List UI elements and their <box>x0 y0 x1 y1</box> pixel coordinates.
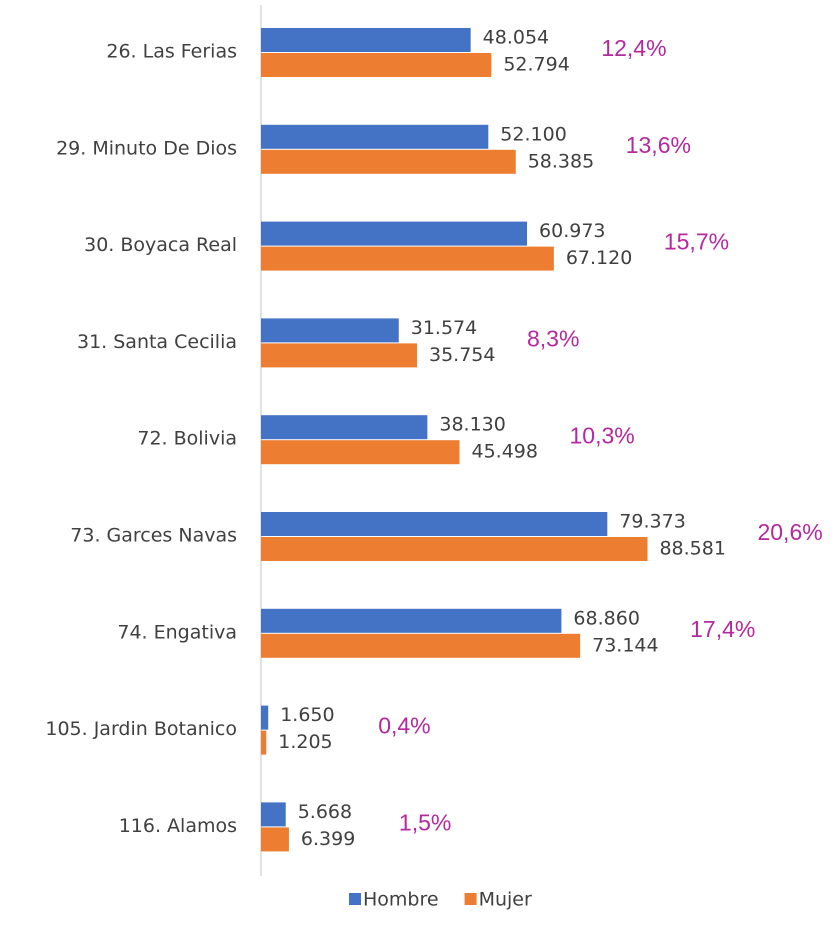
bar <box>261 124 489 149</box>
value-label: 52.794 <box>503 54 569 76</box>
value-label: 58.385 <box>528 150 594 172</box>
bar <box>261 318 399 343</box>
category-label: 73. Garces Navas <box>70 525 237 547</box>
value-label: 6.399 <box>301 828 355 850</box>
legend-swatch <box>349 893 361 905</box>
legend-label: Mujer <box>479 889 532 911</box>
share-label: 10,3% <box>570 422 635 448</box>
value-label: 73.144 <box>592 634 658 656</box>
value-label: 88.581 <box>659 538 725 560</box>
share-label: 12,4% <box>601 35 666 61</box>
value-label: 35.754 <box>429 344 495 366</box>
bar <box>261 149 516 174</box>
legend-swatch <box>464 893 477 905</box>
value-label: 79.373 <box>619 511 685 533</box>
bar <box>261 730 267 755</box>
value-label: 31.574 <box>411 317 477 339</box>
category-label: 105. Jardin Botanico <box>45 718 237 740</box>
bar <box>261 28 471 52</box>
value-label: 45.498 <box>472 441 538 463</box>
value-label: 1.205 <box>278 731 332 753</box>
value-label: 60.973 <box>539 220 605 242</box>
bar <box>261 221 528 246</box>
bar <box>261 415 428 440</box>
bar <box>261 608 562 633</box>
value-label: 5.668 <box>298 801 352 823</box>
bar <box>261 537 648 561</box>
category-label: 72. Bolivia <box>137 428 237 450</box>
category-label: 26. Las Ferias <box>106 41 237 63</box>
category-label: 31. Santa Cecilia <box>77 331 237 353</box>
value-label: 48.054 <box>483 27 549 49</box>
bar <box>261 633 581 658</box>
value-label: 68.860 <box>573 607 639 629</box>
share-label: 8,3% <box>527 325 579 351</box>
value-label: 1.650 <box>280 704 334 726</box>
bar <box>261 802 286 827</box>
category-label: 30. Boyaca Real <box>84 234 237 256</box>
bar <box>261 827 289 852</box>
value-label: 38.130 <box>439 414 505 436</box>
value-label: 67.120 <box>566 247 632 269</box>
share-label: 17,4% <box>690 616 755 642</box>
legend-label: Hombre <box>363 889 439 911</box>
category-label: 29. Minuto De Dios <box>56 137 237 159</box>
bar <box>261 343 417 368</box>
bar <box>261 512 608 536</box>
share-label: 15,7% <box>664 229 729 255</box>
category-label: 116. Alamos <box>119 815 237 837</box>
category-label: 74. Engativa <box>117 621 237 643</box>
bar <box>261 53 492 77</box>
bar <box>261 705 269 730</box>
value-label: 52.100 <box>500 123 566 145</box>
share-label: 1,5% <box>399 809 451 835</box>
share-label: 20,6% <box>757 519 822 545</box>
share-label: 0,4% <box>378 713 430 739</box>
bar <box>261 246 554 271</box>
share-label: 13,6% <box>626 132 691 158</box>
bar <box>261 440 460 465</box>
